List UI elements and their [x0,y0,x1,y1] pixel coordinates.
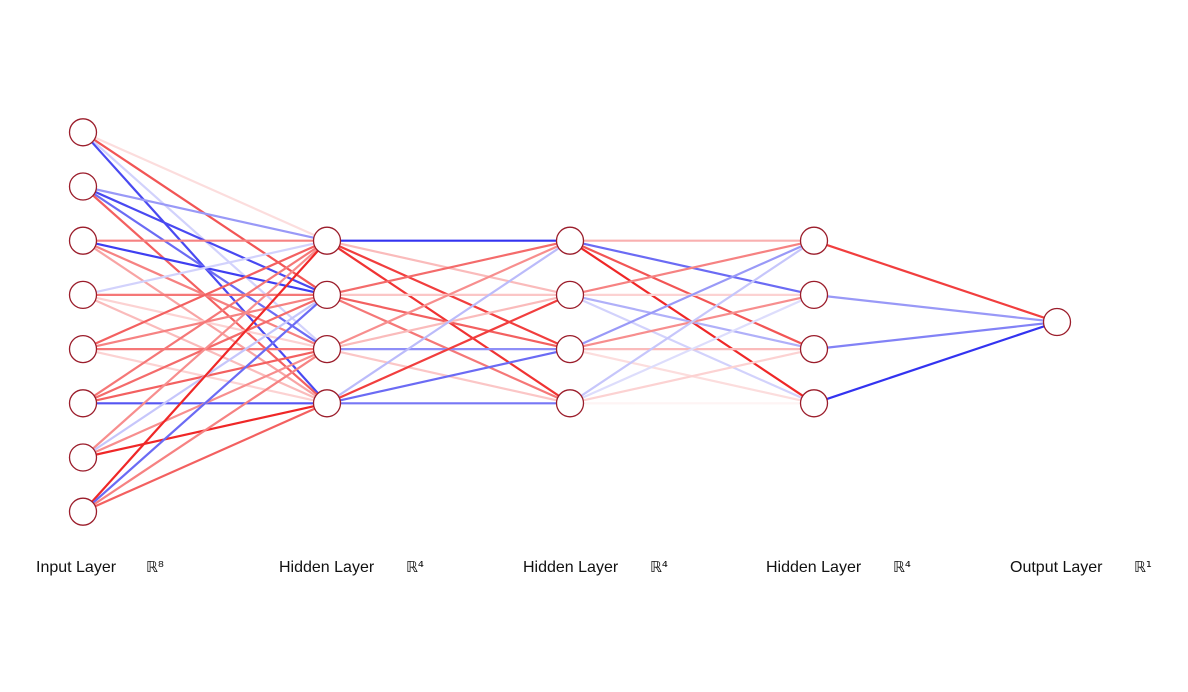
neuron-layer3-0 [799,226,829,255]
neuron-layer0-0 [68,118,98,147]
neuron-layer2-1 [555,280,585,310]
layer-label-input: Input Layer [36,559,117,576]
layer-dim-hidden-3: ℝ⁴ [893,558,911,576]
edge-l1-n3-to-n1 [325,293,572,405]
edge-l1-n1-to-n0 [325,239,572,296]
edge-l2-n3-to-n1 [568,293,816,405]
neuron-layer0-3 [68,280,98,310]
layer-dim-input: ℝ⁸ [146,558,164,576]
edge-l1-n2-to-n0 [325,239,572,351]
neuron-layer2-2 [555,334,585,364]
layer-dim-hidden-1: ℝ⁴ [406,558,424,576]
edge-l0-n3-to-n0 [81,239,329,296]
neuron-layer0-6 [68,443,98,472]
layer-label-hidden-3: Hidden Layer [766,559,862,576]
edge-l2-n3-to-n2 [568,348,816,405]
layer-label-hidden-2: Hidden Layer [523,559,619,576]
neuron-layer1-3 [312,389,342,418]
edge-l0-n1-to-n0 [81,185,329,242]
layer-label-output: Output Layer [1010,559,1103,576]
neuron-layer2-0 [555,226,585,255]
neuron-layer3-3 [799,389,829,418]
edge-l1-n3-to-n0 [325,239,572,405]
edge-l3-n0-to-n0 [812,239,1059,324]
layer-dim-hidden-2: ℝ⁴ [650,558,668,576]
neuron-layer2-3 [555,389,585,418]
edge-l2-n3-to-n0 [568,239,816,405]
neuron-layer1-2 [312,334,342,364]
edge-l0-n7-to-n1 [81,293,329,513]
neuron-layer0-7 [68,497,98,526]
edge-l1-n3-to-n2 [325,348,572,405]
neuron-layer1-0 [312,226,342,255]
edge-l0-n7-to-n3 [81,402,329,513]
neuron-layer0-1 [68,172,98,201]
neuron-layer1-1 [312,280,342,310]
layer-label-hidden-1: Hidden Layer [279,559,375,576]
neuron-layer4-0 [1042,307,1072,337]
edge-l2-n1-to-n0 [568,239,816,296]
neuron-layer3-2 [799,334,829,364]
neuron-layer3-1 [799,280,829,310]
edge-l0-n4-to-n0 [81,239,329,351]
edge-l0-n0-to-n0 [81,131,329,242]
neurons [68,118,1072,526]
layer-dim-output: ℝ¹ [1134,558,1152,576]
neuron-layer0-5 [68,389,98,418]
edge-l0-n5-to-n0 [81,239,329,405]
connections [81,131,1059,513]
edge-l3-n3-to-n0 [812,320,1059,405]
neuron-layer0-2 [68,226,98,255]
edge-l0-n7-to-n2 [81,348,329,513]
edge-l2-n2-to-n0 [568,239,816,351]
neuron-layer0-4 [68,334,98,364]
edge-l3-n2-to-n0 [812,320,1059,351]
edge-l3-n1-to-n0 [812,293,1059,324]
layer-labels: Input Layer ℝ⁸ Hidden Layer ℝ⁴ Hidden La… [36,558,1152,576]
edge-l0-n6-to-n0 [81,239,329,459]
edge-l0-n7-to-n0 [81,239,329,513]
